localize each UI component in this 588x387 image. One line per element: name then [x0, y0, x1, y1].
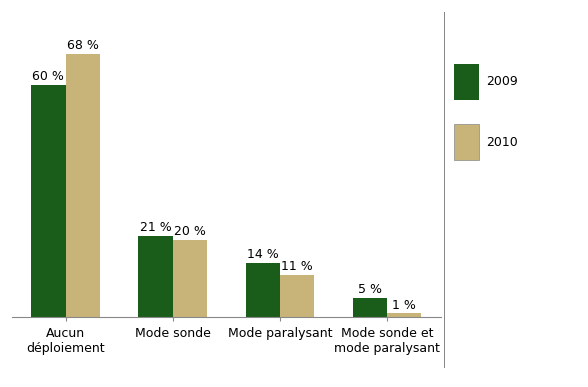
Text: 21 %: 21 %	[140, 221, 172, 234]
Bar	[387, 313, 422, 317]
Text: 2010: 2010	[486, 136, 518, 149]
Text: 14 %: 14 %	[247, 248, 279, 261]
Bar	[31, 85, 66, 317]
Text: 5 %: 5 %	[358, 283, 382, 296]
Bar	[66, 54, 100, 317]
Text: 1 %: 1 %	[392, 298, 416, 312]
Bar	[138, 236, 173, 317]
Bar	[173, 240, 207, 317]
Text: 20 %: 20 %	[174, 225, 206, 238]
FancyBboxPatch shape	[454, 124, 479, 160]
Text: 68 %: 68 %	[67, 39, 99, 52]
Bar	[246, 263, 280, 317]
FancyBboxPatch shape	[454, 64, 479, 100]
Bar	[353, 298, 387, 317]
Text: 11 %: 11 %	[281, 260, 313, 273]
Text: 2009: 2009	[486, 75, 518, 88]
Bar	[280, 275, 315, 317]
Text: 60 %: 60 %	[32, 70, 64, 83]
